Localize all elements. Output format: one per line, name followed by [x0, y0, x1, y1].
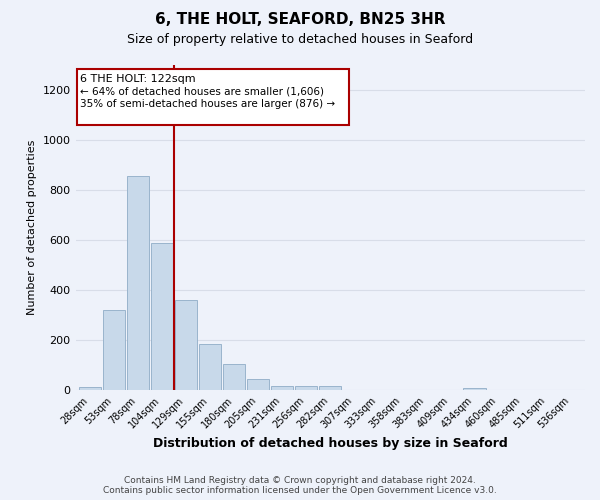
- X-axis label: Distribution of detached houses by size in Seaford: Distribution of detached houses by size …: [153, 437, 508, 450]
- Bar: [79, 386, 101, 390]
- Bar: [295, 386, 317, 390]
- Text: ← 64% of detached houses are smaller (1,606): ← 64% of detached houses are smaller (1,…: [80, 86, 325, 97]
- Bar: [175, 300, 197, 390]
- Bar: [127, 176, 149, 390]
- Bar: [319, 386, 341, 390]
- Bar: [223, 364, 245, 390]
- Bar: [247, 378, 269, 390]
- Bar: [103, 310, 125, 390]
- Text: 35% of semi-detached houses are larger (876) →: 35% of semi-detached houses are larger (…: [80, 99, 335, 109]
- Bar: [271, 386, 293, 390]
- Text: Contains public sector information licensed under the Open Government Licence v3: Contains public sector information licen…: [103, 486, 497, 495]
- Text: 6 THE HOLT: 122sqm: 6 THE HOLT: 122sqm: [80, 74, 196, 84]
- Text: 6, THE HOLT, SEAFORD, BN25 3HR: 6, THE HOLT, SEAFORD, BN25 3HR: [155, 12, 445, 28]
- Bar: [77, 69, 349, 125]
- Y-axis label: Number of detached properties: Number of detached properties: [27, 140, 37, 316]
- Text: Contains HM Land Registry data © Crown copyright and database right 2024.: Contains HM Land Registry data © Crown c…: [124, 476, 476, 485]
- Bar: [151, 242, 173, 390]
- Bar: [199, 344, 221, 391]
- Text: Size of property relative to detached houses in Seaford: Size of property relative to detached ho…: [127, 32, 473, 46]
- Bar: [463, 388, 485, 390]
